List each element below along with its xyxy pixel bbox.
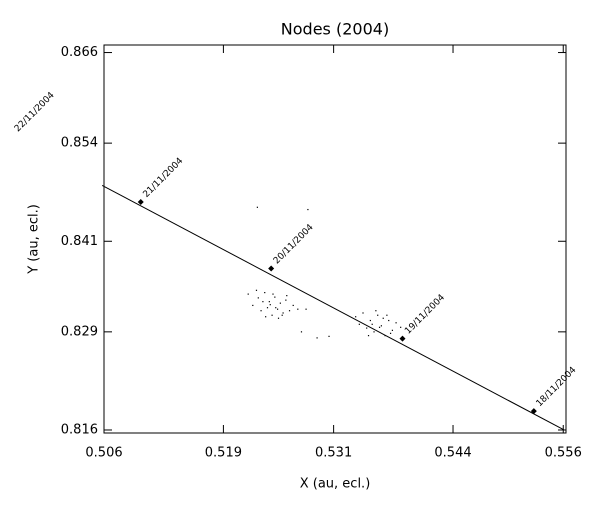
scatter-point [300, 331, 303, 333]
scatter-point [380, 325, 382, 327]
scatter-point [386, 314, 388, 316]
scatter-point [268, 301, 270, 303]
scatter-point [288, 310, 291, 312]
scatter-point [362, 312, 364, 314]
scatter-point [266, 307, 269, 309]
x-tick-label: 0.531 [315, 446, 352, 461]
scatter-point [391, 329, 394, 331]
y-tick-label: 0.816 [61, 422, 98, 437]
scatter-point [279, 302, 281, 304]
scatter-point [382, 317, 384, 319]
node-label: 22/11/2004 [13, 90, 57, 134]
scatter-point [328, 335, 330, 337]
node-label: 19/11/2004 [403, 293, 447, 337]
scatter-point [371, 323, 373, 325]
scatter-point [305, 308, 307, 310]
scatter-point [358, 323, 360, 325]
scatter-point [389, 332, 392, 334]
x-axis-label: X (au, ecl.) [300, 477, 371, 492]
x-tick-label: 0.506 [85, 446, 122, 461]
scatter-point [265, 316, 267, 318]
scatter-point [247, 293, 249, 295]
node-marker [268, 265, 275, 272]
scatter-point [260, 310, 262, 312]
scatter-point [388, 319, 390, 322]
scatter-point [355, 316, 357, 318]
scatter-point [400, 326, 402, 328]
node-marker [137, 199, 144, 206]
scatter-point [269, 304, 271, 306]
scatter-point [271, 314, 273, 316]
scatter-point [366, 327, 368, 329]
y-tick-label: 0.829 [61, 324, 98, 339]
scatter-point [307, 208, 309, 211]
scatter-point [316, 337, 318, 339]
node-marker [530, 408, 537, 415]
y-tick-label: 0.854 [61, 136, 98, 151]
scatter-point [282, 312, 284, 314]
scatter-point [395, 322, 397, 324]
scatter-point [292, 304, 294, 307]
node-label: 18/11/2004 [535, 365, 579, 409]
node-marker [399, 335, 406, 342]
scatter-point [378, 326, 381, 328]
scatter-point [252, 304, 254, 307]
chart-title: Nodes (2004) [281, 20, 389, 39]
scatter-point [281, 314, 283, 316]
scatter-point [256, 206, 258, 208]
node-label: 21/11/2004 [142, 156, 186, 200]
x-tick-label: 0.544 [434, 446, 471, 461]
scatter-point [257, 297, 259, 299]
scatter-point [369, 319, 371, 322]
scatter-point [275, 307, 277, 309]
scatter-point [375, 310, 377, 312]
plot-frame [103, 44, 567, 434]
scatter-point [276, 308, 279, 310]
node-label: 20/11/2004 [272, 222, 316, 266]
node-line [101, 184, 565, 431]
scatter-point [262, 301, 264, 303]
y-tick-label: 0.866 [61, 45, 98, 60]
scatter-point [272, 293, 274, 295]
x-tick-label: 0.556 [545, 446, 582, 461]
scatter-point [274, 296, 276, 298]
scatter-point [373, 331, 375, 333]
scatter-point [285, 299, 287, 301]
scatter-point [255, 289, 258, 291]
x-tick-label: 0.519 [205, 446, 242, 461]
scatter-point [264, 291, 266, 294]
y-axis-label: Y (au, ecl.) [27, 204, 42, 275]
scatter-point [377, 314, 379, 316]
scatter-point [297, 308, 299, 310]
scatter-point [286, 295, 288, 297]
y-tick-label: 0.841 [61, 234, 98, 249]
scatter-point [367, 335, 370, 337]
scatter-point [277, 317, 280, 319]
